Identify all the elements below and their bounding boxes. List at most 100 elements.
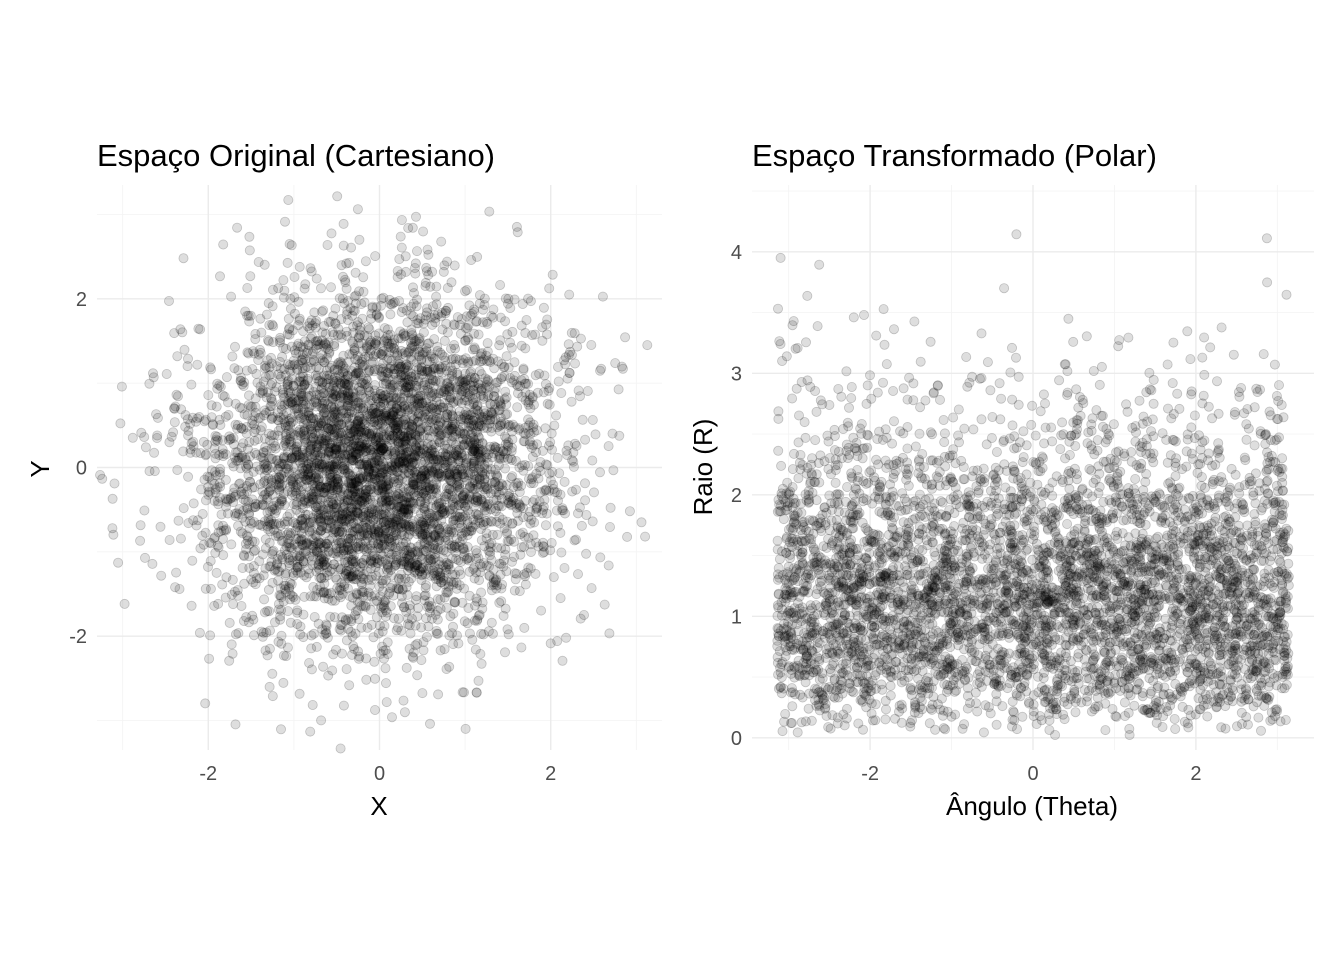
data-point: [341, 566, 352, 577]
data-point: [274, 482, 285, 493]
data-point: [242, 310, 253, 321]
data-point: [277, 552, 288, 563]
data-point: [151, 432, 162, 443]
data-point: [451, 464, 462, 475]
data-point: [285, 303, 296, 314]
data-point: [531, 503, 542, 514]
data-point: [428, 363, 439, 374]
data-point: [286, 240, 297, 251]
data-point: [442, 527, 453, 538]
data-point: [407, 497, 418, 508]
data-point: [304, 474, 315, 485]
data-point: [557, 655, 568, 666]
data-point: [304, 526, 315, 537]
data-point: [358, 272, 369, 283]
data-point: [405, 549, 416, 560]
data-point: [285, 617, 296, 628]
data-point: [227, 648, 238, 659]
data-point: [265, 352, 276, 363]
data-point: [372, 475, 383, 486]
data-point: [488, 312, 499, 323]
data-point: [331, 423, 342, 434]
data-point: [313, 339, 324, 350]
data-point: [370, 251, 381, 262]
data-point: [193, 323, 204, 334]
data-point: [290, 594, 301, 605]
data-point: [417, 528, 428, 539]
data-point: [266, 369, 277, 380]
data-point: [250, 328, 261, 339]
data-point: [328, 404, 339, 415]
data-point: [399, 458, 410, 469]
data-point: [410, 211, 421, 222]
data-point: [312, 460, 323, 471]
data-point: [472, 400, 483, 411]
data-point: [433, 542, 444, 553]
data-point: [243, 348, 254, 359]
data-point: [177, 327, 188, 338]
data-point: [464, 482, 475, 493]
data-point: [385, 601, 396, 612]
data-point: [489, 441, 500, 452]
data-point: [294, 688, 305, 699]
data-point: [523, 293, 534, 304]
data-point: [334, 529, 345, 540]
data-point: [226, 492, 237, 503]
data-point: [375, 401, 386, 412]
data-point: [395, 231, 406, 242]
data-point: [488, 494, 499, 505]
data-point: [306, 457, 317, 468]
data-point: [401, 662, 412, 673]
data-point: [369, 656, 380, 667]
data-point: [303, 459, 314, 470]
data-point: [265, 401, 276, 412]
data-point: [389, 297, 400, 308]
data-point: [95, 469, 106, 480]
data-point: [468, 398, 479, 409]
data-point: [413, 338, 424, 349]
data-point: [345, 490, 356, 501]
data-point: [168, 427, 179, 438]
data-point: [192, 359, 203, 370]
data-point: [425, 471, 436, 482]
data-point: [247, 364, 258, 375]
data-point: [368, 497, 379, 508]
data-point: [298, 556, 309, 567]
data-point: [217, 579, 228, 590]
data-point: [434, 430, 445, 441]
scatter-points: [95, 191, 653, 754]
data-point: [205, 583, 216, 594]
data-point: [423, 425, 434, 436]
data-point: [530, 370, 541, 381]
data-point: [283, 194, 294, 205]
data-point: [294, 535, 305, 546]
data-point: [149, 466, 160, 477]
data-point: [559, 476, 570, 487]
data-point: [221, 524, 232, 535]
data-point: [348, 570, 359, 581]
data-point: [405, 628, 416, 639]
data-point: [608, 465, 619, 476]
data-point: [267, 301, 278, 312]
data-point: [640, 531, 651, 542]
data-point: [595, 467, 606, 478]
data-point: [386, 712, 397, 723]
data-point: [318, 492, 329, 503]
data-point: [400, 519, 411, 530]
data-point: [332, 191, 343, 202]
data-point: [549, 420, 560, 431]
data-point: [228, 599, 239, 610]
data-point: [291, 441, 302, 452]
data-point: [229, 341, 240, 352]
data-point: [467, 477, 478, 488]
data-point: [518, 363, 529, 374]
data-point: [164, 437, 175, 448]
data-point: [388, 418, 399, 429]
data-point: [442, 409, 453, 420]
data-point: [307, 526, 318, 537]
data-point: [161, 368, 172, 379]
data-point: [275, 520, 286, 531]
data-point: [298, 632, 309, 643]
data-point: [406, 324, 417, 335]
